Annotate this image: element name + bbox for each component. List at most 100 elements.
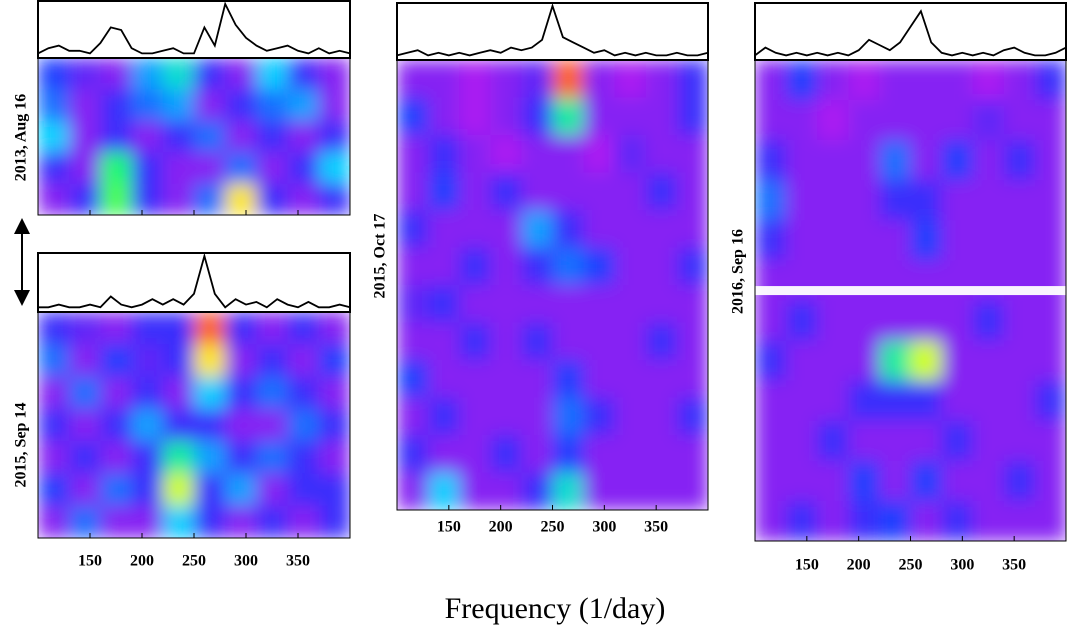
heat-cell xyxy=(428,135,460,173)
periodogram-line xyxy=(37,1,351,55)
heat-cell xyxy=(910,420,943,462)
heat-cell xyxy=(38,441,70,474)
heat-cell xyxy=(162,505,195,538)
x-tick-label: 200 xyxy=(847,557,871,574)
heat-cell xyxy=(318,89,350,122)
heat-cell xyxy=(225,408,257,442)
heat-cell xyxy=(879,140,911,181)
heat-cell xyxy=(1003,500,1036,541)
heat-cell xyxy=(287,89,320,122)
heat-cell xyxy=(287,312,320,345)
heat-cell xyxy=(786,500,818,541)
heat-cell xyxy=(225,376,257,410)
heat-cell xyxy=(287,408,320,442)
heat-cell xyxy=(225,152,257,185)
heat-cell xyxy=(910,180,943,221)
heat-cell xyxy=(972,100,1005,141)
heat-cell xyxy=(490,135,522,173)
heat-cell xyxy=(614,135,647,173)
heat-cell xyxy=(69,58,101,90)
heat-cell xyxy=(256,120,289,153)
heat-cell xyxy=(645,60,678,98)
heat-cell xyxy=(879,380,911,422)
heat-cell xyxy=(38,152,70,185)
heat-cell xyxy=(318,408,350,442)
heat-cell xyxy=(162,152,195,185)
heat-cell xyxy=(428,97,460,136)
heat-cell xyxy=(676,435,708,473)
heat-cell xyxy=(786,300,818,342)
heat-cell xyxy=(521,247,553,286)
heat-cell xyxy=(755,460,787,502)
heat-cell xyxy=(459,285,491,323)
heat-cell xyxy=(972,380,1005,422)
heat-cell xyxy=(100,441,133,474)
heat-cell xyxy=(1034,60,1066,101)
heat-cell xyxy=(38,120,70,153)
heat-cell xyxy=(100,473,133,507)
heatmap-cells xyxy=(755,60,1066,541)
heat-cell xyxy=(583,247,616,286)
heat-cell xyxy=(131,473,164,507)
heat-cell xyxy=(490,360,522,398)
heat-cell xyxy=(428,472,460,510)
heat-cell xyxy=(459,435,491,473)
heat-cell xyxy=(786,100,818,141)
heat-cell xyxy=(755,420,787,462)
heat-cell xyxy=(1003,100,1036,141)
heat-cell xyxy=(490,210,522,248)
heat-cell xyxy=(614,472,647,510)
heat-cell xyxy=(194,312,226,345)
heatmap xyxy=(755,60,1066,541)
heat-cell xyxy=(583,397,616,436)
heat-cell xyxy=(69,441,101,474)
heat-cell xyxy=(645,135,678,173)
heat-cell xyxy=(1003,180,1036,221)
heat-cell xyxy=(69,505,101,538)
heat-cell xyxy=(1034,180,1066,221)
heat-cell xyxy=(676,210,708,248)
heat-cell xyxy=(817,100,849,141)
heat-cell xyxy=(1034,380,1066,422)
heat-cell xyxy=(287,152,320,185)
heat-cell xyxy=(100,152,133,185)
heat-cell xyxy=(287,505,320,538)
heat-cell xyxy=(676,135,708,173)
panel-date-label: 2015, Oct 17 xyxy=(372,214,389,299)
heat-cell xyxy=(38,312,70,345)
heat-cell xyxy=(521,472,553,510)
heat-cell xyxy=(755,300,787,342)
periodogram-frame xyxy=(754,2,1067,61)
heat-cell xyxy=(194,441,226,474)
heat-cell xyxy=(490,435,522,473)
heat-cell xyxy=(459,172,491,211)
data-gap-stripe xyxy=(755,286,1066,296)
heat-cell xyxy=(817,180,849,221)
heat-cell xyxy=(910,500,943,541)
heat-cell xyxy=(397,60,429,98)
heat-cell xyxy=(614,397,647,436)
heat-cell xyxy=(194,183,226,215)
heat-cell xyxy=(786,180,818,221)
heat-cell xyxy=(848,420,880,462)
heat-cell xyxy=(194,89,226,122)
heat-cell xyxy=(879,180,911,221)
heat-cell xyxy=(972,300,1005,342)
heat-cell xyxy=(552,285,585,323)
heat-cell xyxy=(225,344,257,378)
heat-cell xyxy=(521,60,553,98)
heat-cell xyxy=(38,183,70,215)
heat-cell xyxy=(941,300,974,342)
heat-cell xyxy=(910,60,943,101)
heat-cell xyxy=(38,58,70,90)
heat-cell xyxy=(162,183,195,215)
heat-cell xyxy=(848,60,880,101)
heat-cell xyxy=(38,473,70,507)
heatmap-cells xyxy=(38,58,350,215)
x-tick-label: 250 xyxy=(541,519,565,536)
x-tick-label: 300 xyxy=(234,553,258,570)
heat-cell xyxy=(552,97,585,136)
heat-cell xyxy=(397,472,429,510)
heat-cell xyxy=(786,340,818,382)
heat-cell xyxy=(162,376,195,410)
